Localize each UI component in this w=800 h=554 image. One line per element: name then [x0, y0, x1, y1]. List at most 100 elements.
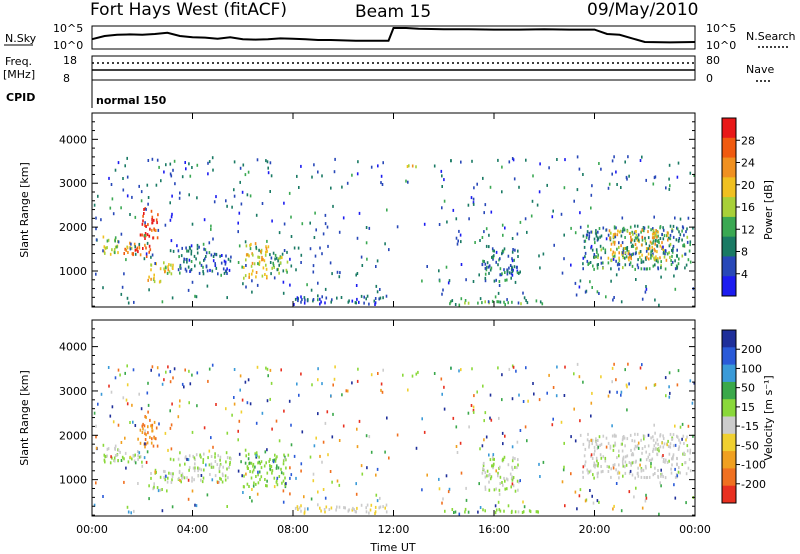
- range-cell: [199, 453, 201, 457]
- range-cell: [667, 236, 670, 240]
- range-cell: [374, 505, 377, 509]
- range-cell: [195, 453, 198, 457]
- range-cell: [522, 500, 524, 504]
- range-cell: [631, 230, 633, 234]
- range-cell: [121, 285, 124, 289]
- range-cell: [187, 497, 190, 501]
- range-cell: [441, 292, 443, 296]
- range-cell: [672, 457, 674, 461]
- range-cell: [622, 474, 624, 478]
- range-cell: [156, 486, 159, 490]
- range-cell: [216, 463, 219, 466]
- range-cell: [472, 201, 475, 205]
- range-cell: [144, 243, 146, 247]
- range-cell: [276, 268, 279, 272]
- range-cell: [112, 420, 115, 424]
- range-cell: [365, 241, 368, 245]
- range-cell: [361, 472, 364, 476]
- range-cell: [153, 273, 155, 277]
- range-cell: [588, 443, 591, 447]
- range-cell: [289, 283, 291, 287]
- range-cell: [591, 457, 594, 460]
- range-cell: [592, 501, 595, 505]
- range-cell: [188, 193, 190, 197]
- range-cell: [177, 249, 180, 253]
- range-cell: [260, 475, 263, 479]
- range-cell: [262, 266, 265, 270]
- range-cell: [385, 294, 388, 298]
- range-cell: [267, 245, 270, 249]
- range-cell: [454, 510, 457, 514]
- range-cell: [570, 472, 572, 476]
- range-cell: [627, 362, 629, 366]
- range-cell: [147, 223, 149, 227]
- range-cell: [653, 256, 655, 260]
- range-cell: [355, 482, 357, 486]
- range-cell: [472, 405, 475, 409]
- range-cell: [147, 410, 149, 414]
- range-cell: [206, 493, 209, 497]
- range-cell: [670, 263, 673, 266]
- range-cell: [148, 244, 151, 248]
- range-cell: [524, 425, 527, 429]
- range-cell: [659, 481, 661, 485]
- range-cell: [346, 389, 349, 393]
- range-cell: [510, 511, 513, 514]
- range-cell: [629, 225, 632, 229]
- range-cell: [662, 237, 665, 241]
- range-cell: [238, 211, 241, 215]
- range-cell: [448, 487, 451, 491]
- range-cell: [333, 170, 336, 174]
- range-cell: [687, 258, 690, 262]
- range-cell: [301, 430, 304, 434]
- range-cell: [382, 296, 384, 300]
- range-cell: [281, 481, 283, 485]
- range-cell: [493, 279, 496, 283]
- range-cell: [586, 468, 589, 472]
- range-cell: [668, 251, 670, 255]
- range-cell: [226, 204, 228, 208]
- range-cell: [345, 389, 348, 393]
- range-cell: [598, 435, 601, 439]
- range-cell: [186, 457, 188, 461]
- range-cell: [145, 234, 147, 238]
- range-cell: [624, 263, 627, 267]
- range-cell: [205, 265, 208, 269]
- range-cell: [219, 476, 221, 480]
- range-cell: [271, 469, 274, 473]
- range-cell: [288, 399, 291, 403]
- range-cell: [632, 252, 635, 256]
- range-cell: [212, 465, 215, 469]
- range-cell: [324, 421, 327, 425]
- colorbar-tick-label: -50: [741, 439, 759, 452]
- range-cell: [482, 464, 485, 468]
- range-cell: [594, 241, 596, 245]
- range-cell: [144, 221, 146, 225]
- range-cell: [253, 262, 256, 266]
- range-cell: [289, 466, 291, 470]
- range-cell: [322, 440, 325, 444]
- range-cell: [671, 260, 674, 264]
- range-cell: [573, 199, 575, 203]
- range-cell: [272, 460, 275, 464]
- range-cell: [341, 185, 343, 189]
- range-cell: [170, 239, 173, 243]
- range-cell: [221, 254, 223, 257]
- range-cell: [172, 458, 175, 462]
- range-cell: [670, 467, 672, 471]
- range-cell: [145, 207, 147, 211]
- range-cell: [676, 456, 678, 460]
- range-cell: [674, 443, 677, 447]
- range-cell: [655, 259, 658, 263]
- range-cell: [546, 183, 548, 187]
- range-cell: [476, 390, 478, 394]
- range-cell: [150, 277, 152, 281]
- range-cell: [293, 454, 296, 458]
- range-cell: [245, 454, 247, 458]
- range-cell: [499, 300, 502, 304]
- range-cell: [229, 461, 231, 464]
- range-cell: [472, 197, 475, 201]
- range-cell: [167, 365, 169, 369]
- range-cell: [486, 261, 489, 265]
- range-cell: [95, 272, 97, 276]
